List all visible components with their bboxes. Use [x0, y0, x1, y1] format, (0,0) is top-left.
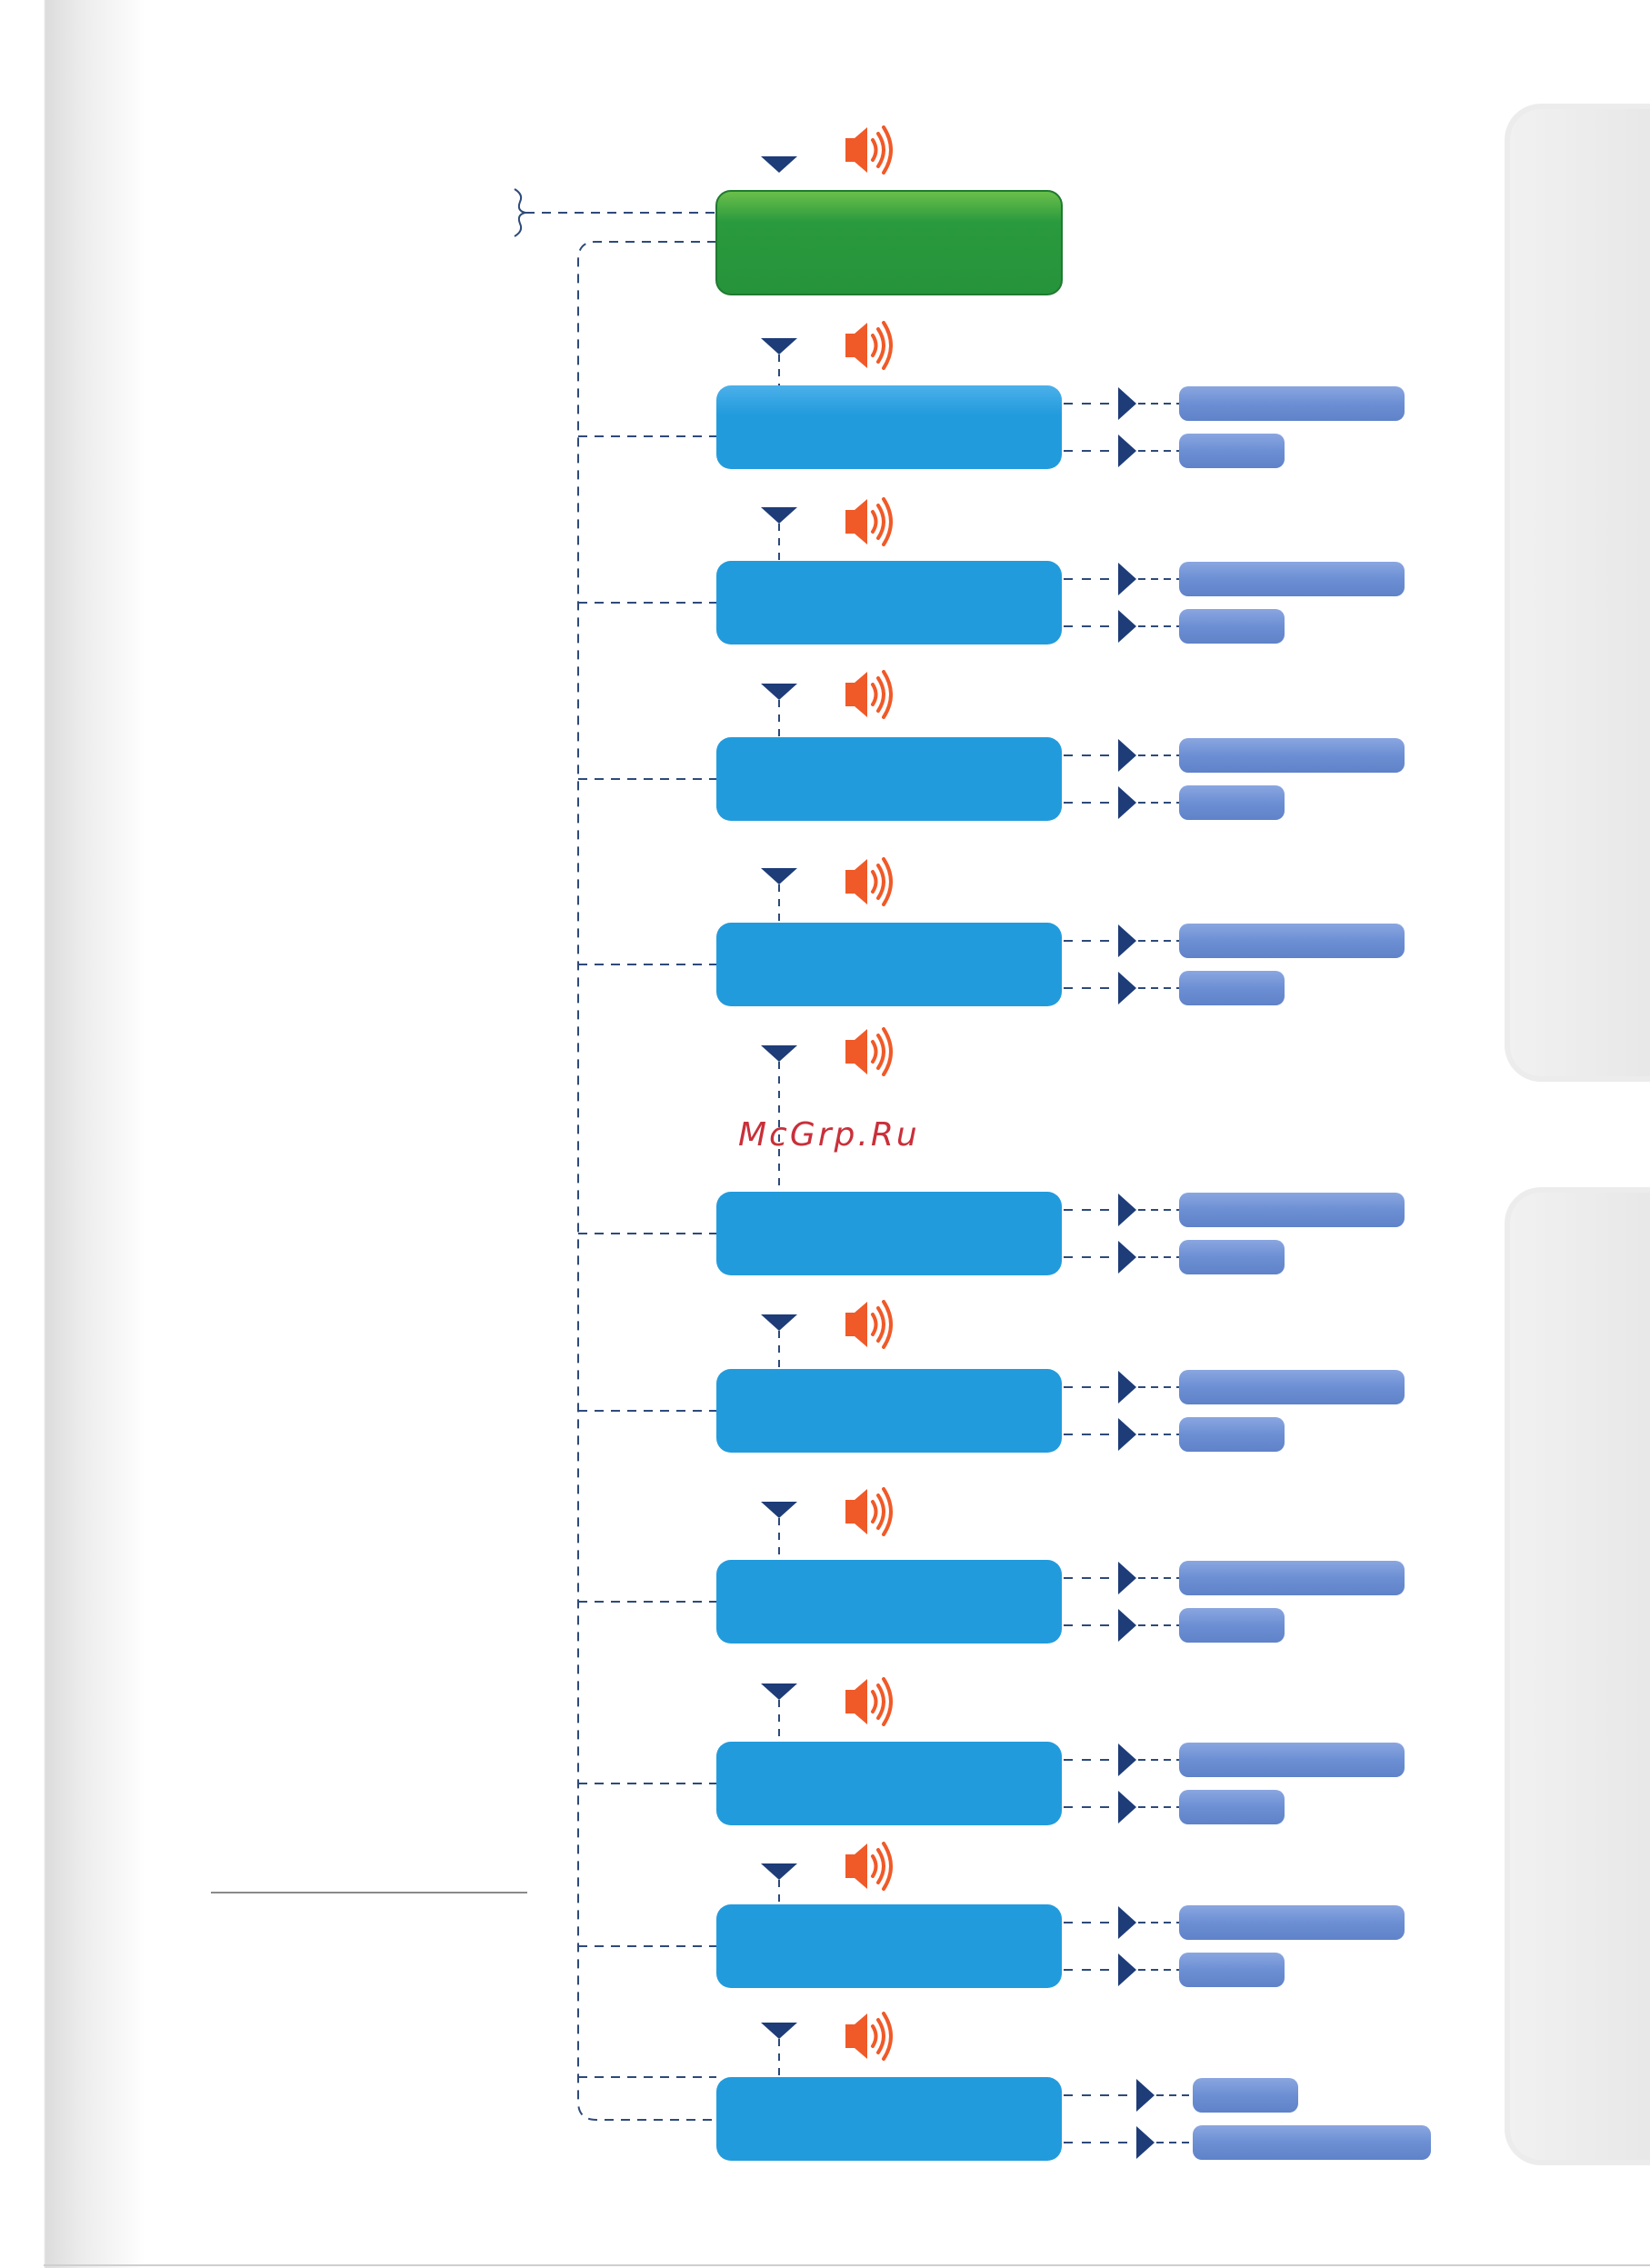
option-bar: [1179, 738, 1405, 773]
right-triangle-icon: [1136, 2126, 1155, 2159]
right-triangle-icon: [1118, 1241, 1136, 1274]
option-bar: [1179, 609, 1285, 644]
option-bar: [1179, 1193, 1405, 1227]
option-bar: [1179, 1417, 1285, 1452]
right-triangle-icon: [1118, 786, 1136, 819]
speaker-icon: [844, 1027, 893, 1076]
speaker-icon: [844, 857, 893, 906]
step-box: [716, 1369, 1062, 1453]
right-triangle-icon: [1118, 1906, 1136, 1939]
speaker-icon: [844, 321, 893, 370]
right-triangle-icon: [1118, 1371, 1136, 1404]
speaker-icon: [844, 1842, 893, 1891]
speaker-icon: [844, 670, 893, 719]
speaker-icon: [844, 2012, 893, 2061]
speaker-icon: [844, 1677, 893, 1726]
option-bar: [1179, 924, 1405, 958]
step-box: [716, 1192, 1062, 1275]
option-bar: [1179, 1953, 1285, 1987]
right-triangle-icon: [1118, 1743, 1136, 1776]
step-box: [716, 1904, 1062, 1988]
option-bar: [1179, 1370, 1405, 1404]
option-bar: [1179, 386, 1405, 421]
speaker-icon: [844, 497, 893, 546]
option-bar: [1179, 1608, 1285, 1643]
root-box: [715, 190, 1063, 295]
right-triangle-icon: [1118, 610, 1136, 643]
down-triangle-icon: [761, 1045, 797, 1062]
down-triangle-icon: [761, 1684, 797, 1700]
option-bar: [1179, 1905, 1405, 1940]
right-triangle-icon: [1118, 972, 1136, 1004]
down-triangle-icon: [761, 2023, 797, 2039]
down-triangle-icon: [761, 156, 797, 173]
right-triangle-icon: [1118, 1953, 1136, 1986]
right-triangle-icon: [1136, 2079, 1155, 2112]
step-box: [716, 737, 1062, 821]
right-triangle-icon: [1118, 387, 1136, 420]
speaker-icon: [844, 125, 893, 175]
step-box: [716, 2077, 1062, 2161]
brace-mark: [514, 188, 526, 237]
speaker-icon: [844, 1487, 893, 1536]
right-triangle-icon: [1118, 435, 1136, 467]
option-bar: [1193, 2078, 1298, 2113]
step-box: [716, 923, 1062, 1006]
watermark: McGrp.Ru: [738, 1116, 920, 1154]
option-bar: [1179, 1240, 1285, 1274]
step-box: [716, 561, 1062, 644]
trunk-line: [577, 241, 716, 2121]
down-triangle-icon: [761, 1314, 797, 1331]
option-bar: [1179, 434, 1285, 468]
down-triangle-icon: [761, 507, 797, 524]
step-box: [716, 1742, 1062, 1825]
down-triangle-icon: [761, 1863, 797, 1880]
right-triangle-icon: [1118, 1609, 1136, 1642]
page-bottom-line: [44, 2264, 1650, 2266]
step-box: [716, 385, 1062, 469]
down-triangle-icon: [761, 868, 797, 884]
down-triangle-icon: [761, 338, 797, 355]
option-bar: [1179, 1743, 1405, 1777]
option-bar: [1179, 785, 1285, 820]
down-triangle-icon: [761, 684, 797, 700]
option-bar: [1179, 1790, 1285, 1824]
right-triangle-icon: [1118, 739, 1136, 772]
side-tab-top: [1505, 104, 1650, 1082]
right-triangle-icon: [1118, 1562, 1136, 1594]
down-triangle-icon: [761, 1502, 797, 1518]
right-triangle-icon: [1118, 1194, 1136, 1226]
right-triangle-icon: [1118, 563, 1136, 595]
right-triangle-icon: [1118, 924, 1136, 957]
option-bar: [1179, 971, 1285, 1005]
option-bar: [1193, 2125, 1431, 2160]
speaker-icon: [844, 1300, 893, 1349]
option-bar: [1179, 1561, 1405, 1595]
step-box: [716, 1560, 1062, 1644]
right-triangle-icon: [1118, 1791, 1136, 1823]
right-triangle-icon: [1118, 1418, 1136, 1451]
option-bar: [1179, 562, 1405, 596]
side-tab-bottom: [1505, 1187, 1650, 2165]
page-gutter: [0, 0, 145, 2268]
